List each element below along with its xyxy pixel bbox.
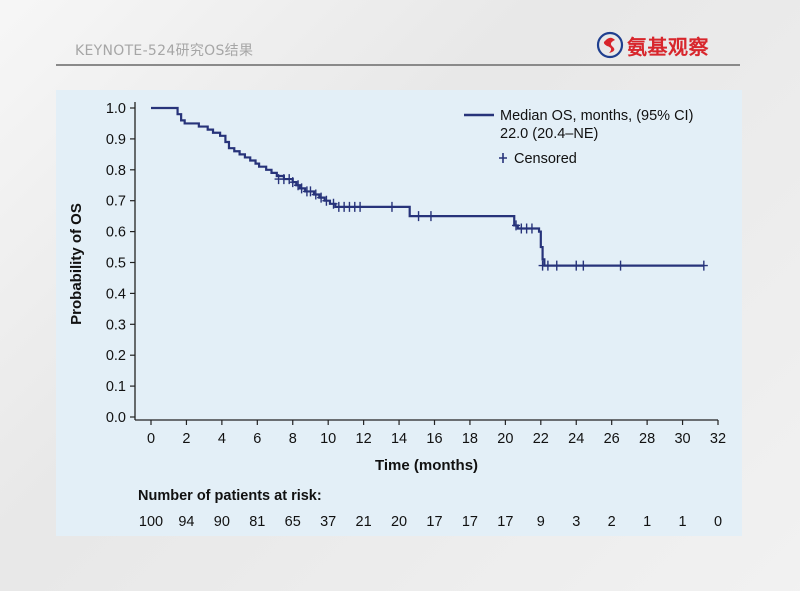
x-tick-label: 26: [604, 431, 620, 447]
censor-mark: [527, 223, 536, 234]
censor-mark: [616, 260, 625, 271]
censor-mark: [699, 260, 708, 271]
brand-logo: 氨基观察: [596, 30, 709, 60]
censor-mark: [356, 201, 365, 212]
risk-table-value: 2: [608, 514, 616, 530]
y-tick-label: 0.1: [106, 379, 126, 395]
y-tick-label: 0.5: [106, 256, 126, 272]
header-divider: [56, 64, 740, 66]
risk-table-value: 1: [679, 514, 687, 530]
risk-table-value: 3: [572, 514, 580, 530]
risk-table-value: 94: [178, 514, 194, 530]
legend-line-label: Median OS, months, (95% CI): [500, 108, 693, 124]
chart-panel: 0.0 0.1 0.2 0.3 0.4 0.5 0.6 0.7 0.8 0.9 1.0 0 2 4 6 8 10…: [56, 90, 742, 536]
censor-mark: [426, 211, 435, 222]
x-tick-label: 12: [356, 431, 372, 447]
x-tick-label: 6: [253, 431, 261, 447]
y-tick-label: 0.3: [106, 317, 126, 333]
x-tick-label: 16: [426, 431, 442, 447]
censor-mark: [322, 195, 331, 206]
risk-table-value: 17: [426, 514, 442, 530]
censor-mark: [414, 211, 423, 222]
risk-table-value: 21: [356, 514, 372, 530]
y-tick-label: 1.0: [106, 101, 126, 117]
x-tick-label: 22: [533, 431, 549, 447]
censor-mark: [579, 260, 588, 271]
y-tick-label: 0.4: [106, 286, 126, 302]
survival-curve: [151, 106, 704, 267]
y-axis-label: Probability of OS: [68, 203, 85, 325]
risk-table-value: 0: [714, 514, 722, 530]
censor-mark: [306, 186, 315, 197]
censor-mark: [572, 260, 581, 271]
legend-line-value: 22.0 (20.4–NE): [500, 126, 598, 142]
x-tick-label: 14: [391, 431, 407, 447]
censor-mark: [329, 198, 338, 209]
y-tick-label: 0.0: [106, 410, 126, 426]
y-tick-label: 0.9: [106, 132, 126, 148]
slide-title: KEYNOTE-524研究OS结果: [75, 43, 254, 59]
risk-table-value: 65: [285, 514, 301, 530]
risk-table-value: 20: [391, 514, 407, 530]
x-tick-label: 0: [147, 431, 155, 447]
logo-text: 氨基观察: [627, 34, 709, 59]
censor-mark: [543, 260, 552, 271]
x-tick-label: 32: [710, 431, 726, 447]
y-tick-label: 0.2: [106, 348, 126, 364]
x-tick-label: 2: [182, 431, 190, 447]
x-tick-label: 24: [568, 431, 584, 447]
risk-table-value: 90: [214, 514, 230, 530]
risk-table-value: 1: [643, 514, 651, 530]
risk-table-value: 9: [537, 514, 545, 530]
risk-table-title: Number of patients at risk:: [138, 488, 322, 504]
censor-mark: [317, 192, 326, 203]
risk-table-value: 100: [139, 514, 163, 530]
censor-mark: [311, 189, 320, 200]
risk-table-value: 81: [249, 514, 265, 530]
y-tick-label: 0.7: [106, 194, 126, 210]
censor-mark: [288, 177, 297, 188]
censor-mark: [552, 260, 561, 271]
risk-table-value: 37: [320, 514, 336, 530]
legend-censor-swatch: [499, 153, 507, 163]
censor-mark: [387, 201, 396, 212]
y-tick-label: 0.6: [106, 225, 126, 241]
risk-table-value: 17: [497, 514, 513, 530]
logo-icon: [596, 31, 624, 59]
y-tick-label: 0.8: [106, 163, 126, 179]
censor-mark: [297, 183, 306, 194]
x-axis-label: Time (months): [375, 457, 478, 474]
x-tick-label: 30: [674, 431, 690, 447]
x-tick-label: 28: [639, 431, 655, 447]
risk-table-value: 17: [462, 514, 478, 530]
x-tick-label: 10: [320, 431, 336, 447]
x-tick-label: 8: [289, 431, 297, 447]
censor-mark: [512, 220, 521, 231]
legend-censor-label: Censored: [514, 151, 577, 167]
km-survival-chart: 0.00.10.20.30.40.50.60.70.80.91.00 2 4 6 8 10…: [68, 101, 726, 530]
x-tick-label: 4: [218, 431, 226, 447]
x-tick-label: 18: [462, 431, 478, 447]
x-tick-label: 20: [497, 431, 513, 447]
